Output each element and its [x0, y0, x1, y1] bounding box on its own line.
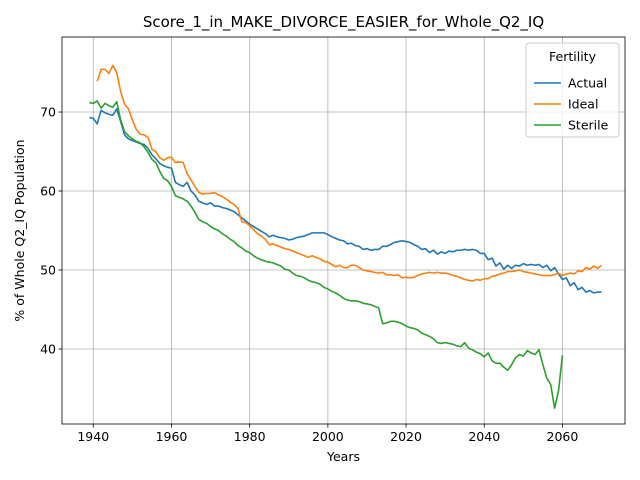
y-tick-label: 50	[40, 262, 56, 277]
legend: Fertility Actual Ideal Sterile	[525, 42, 620, 138]
x-tick-label: 2000	[312, 429, 344, 444]
x-tick-label: 1980	[234, 429, 266, 444]
legend-label-sterile: Sterile	[568, 118, 609, 133]
y-tick-label: 40	[40, 341, 56, 356]
legend-box	[525, 42, 620, 138]
y-axis-label: % of Whole Q2_IQ Population	[12, 139, 27, 321]
y-tick-label: 70	[40, 105, 56, 120]
x-tick-label: 2020	[390, 429, 422, 444]
y-tick-label: 60	[40, 184, 56, 199]
plot-frame	[61, 36, 626, 425]
legend-entries: Actual Ideal Sterile	[534, 76, 609, 133]
x-tick-label: 2040	[468, 429, 500, 444]
legend-label-actual: Actual	[568, 76, 607, 91]
axis-ticks: 1940 1960 1980 2000 2020 2040 2060 40 50 60 70	[40, 105, 578, 444]
x-tick-label: 2060	[547, 429, 579, 444]
chart-title: Score_1_in_MAKE_DIVORCE_EASIER_for_Whole…	[143, 13, 544, 32]
x-axis-label: Years	[326, 449, 360, 464]
legend-label-ideal: Ideal	[568, 97, 598, 112]
series-layer	[89, 64, 603, 409]
x-tick-label: 1960	[156, 429, 188, 444]
series-line-ideal	[96, 64, 603, 282]
series-line-sterile	[89, 100, 564, 409]
series-line-actual	[89, 108, 602, 294]
legend-title: Fertility	[549, 49, 597, 64]
x-tick-label: 1940	[77, 429, 109, 444]
